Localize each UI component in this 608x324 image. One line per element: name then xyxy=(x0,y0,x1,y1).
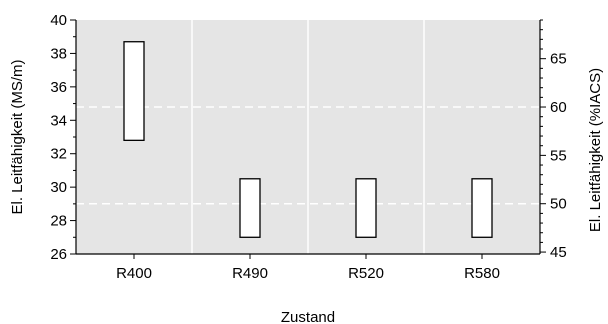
right-tick-label: 45 xyxy=(550,244,567,261)
left-y-ticks: 26 28 30 32 34 36 38 40 xyxy=(50,12,76,263)
right-tick-label: 50 xyxy=(550,196,567,213)
right-tick-label: 65 xyxy=(550,51,567,68)
x-axis-title: Zustand xyxy=(281,309,335,324)
range-bar-r400 xyxy=(123,41,145,141)
x-ticks: R400 R490 R520 R580 xyxy=(116,254,500,282)
left-tick-label: 38 xyxy=(50,45,67,62)
left-tick-label: 26 xyxy=(50,246,67,263)
left-tick-label: 36 xyxy=(50,79,67,96)
y-axis-title-right: El. Leitfähigkeit (%IACS) xyxy=(587,68,604,232)
range-bar-r490 xyxy=(239,178,261,238)
x-tick-label: R580 xyxy=(464,265,500,282)
y-axis-title-left: El. Leitfähigkeit (MS/m) xyxy=(9,59,26,214)
right-tick-label: 55 xyxy=(550,147,567,164)
left-tick-label: 32 xyxy=(50,146,67,163)
x-tick-label: R400 xyxy=(116,265,152,282)
left-tick-label: 28 xyxy=(50,213,67,230)
left-tick-label: 40 xyxy=(50,12,67,29)
right-y-ticks: 45 50 55 60 65 xyxy=(540,19,567,261)
left-tick-label: 30 xyxy=(50,179,67,196)
x-tick-label: R520 xyxy=(348,265,384,282)
right-tick-label: 60 xyxy=(550,99,567,116)
range-bar-r580 xyxy=(471,178,493,238)
left-tick-label: 34 xyxy=(50,112,67,129)
x-tick-label: R490 xyxy=(232,265,268,282)
vertical-gridlines xyxy=(191,20,425,254)
range-bar-r520 xyxy=(355,178,377,238)
range-bars xyxy=(123,41,493,238)
